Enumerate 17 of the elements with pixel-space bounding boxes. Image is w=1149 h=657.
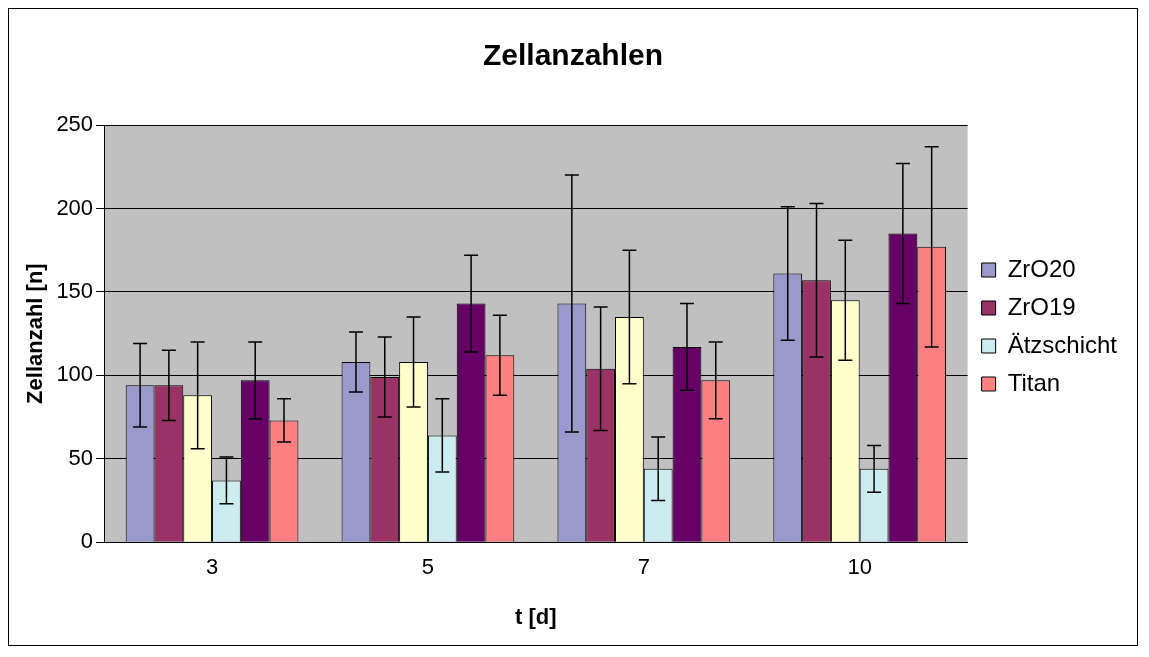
legend-label: ZrO19 [1007,292,1076,320]
legend-label: ZrO20 [1007,254,1076,282]
y-tick-label: 100 [56,361,94,387]
x-tick-label: 5 [421,554,435,580]
x-tick-label: 10 [847,554,872,580]
x-axis-title: t [d] [515,603,557,629]
y-tick-label: 250 [56,111,94,137]
y-tick-label: 0 [80,528,94,554]
chart-title: Zellanzahlen [482,38,664,72]
y-axis-title: Zellanzahl [n] [22,263,48,404]
legend-label: Ätzschicht [1007,330,1118,358]
x-tick-label: 3 [205,554,219,580]
y-tick-label: 50 [68,444,94,470]
y-tick-label: 200 [56,194,94,220]
x-tick-label: 7 [637,554,650,580]
y-tick-label: 150 [56,277,94,303]
legend-label: Titan [1007,368,1061,396]
